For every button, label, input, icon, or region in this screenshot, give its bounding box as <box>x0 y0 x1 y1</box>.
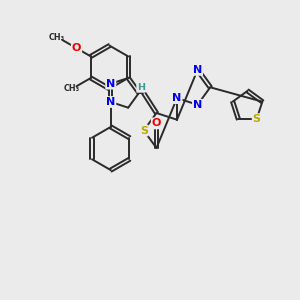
Text: CH₃: CH₃ <box>64 84 80 93</box>
Text: N: N <box>172 93 182 103</box>
Text: H: H <box>137 83 145 92</box>
Text: N: N <box>106 97 116 107</box>
Text: N: N <box>106 79 116 89</box>
Text: N: N <box>193 100 202 110</box>
Text: S: S <box>140 125 148 136</box>
Text: N: N <box>193 65 202 75</box>
Text: CH₃: CH₃ <box>48 33 64 42</box>
Text: O: O <box>152 118 161 128</box>
Text: S: S <box>253 114 261 124</box>
Text: O: O <box>72 43 81 53</box>
